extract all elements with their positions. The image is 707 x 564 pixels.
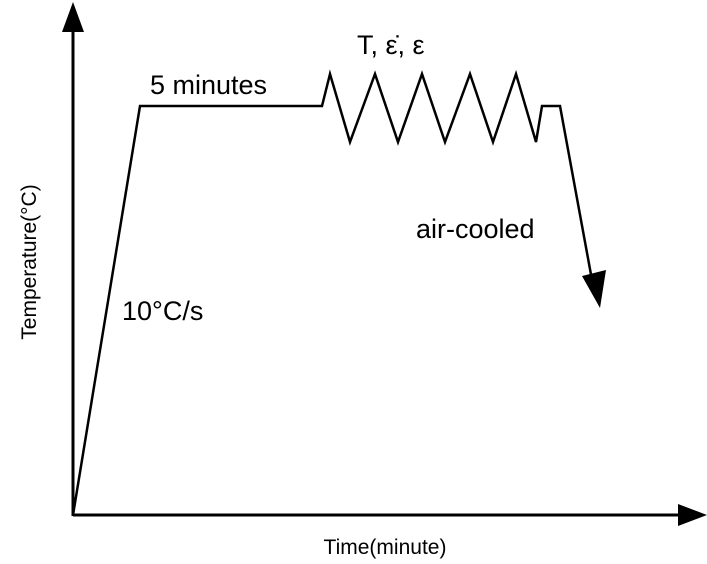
hold-label: 5 minutes xyxy=(150,70,267,100)
cooling-arrowhead xyxy=(582,270,606,308)
x-arrowhead xyxy=(678,504,707,526)
y-arrowhead xyxy=(62,2,84,32)
process-curve xyxy=(71,69,594,516)
cooling-label: air-cooled xyxy=(416,214,535,244)
deformation-label: T, ε̇, ε xyxy=(357,30,425,60)
axes xyxy=(62,2,707,526)
heating-rate-label: 10°C/s xyxy=(122,296,203,326)
x-axis-label: Time(minute) xyxy=(324,536,447,559)
y-axis-label: Temperature(°C) xyxy=(18,184,41,339)
